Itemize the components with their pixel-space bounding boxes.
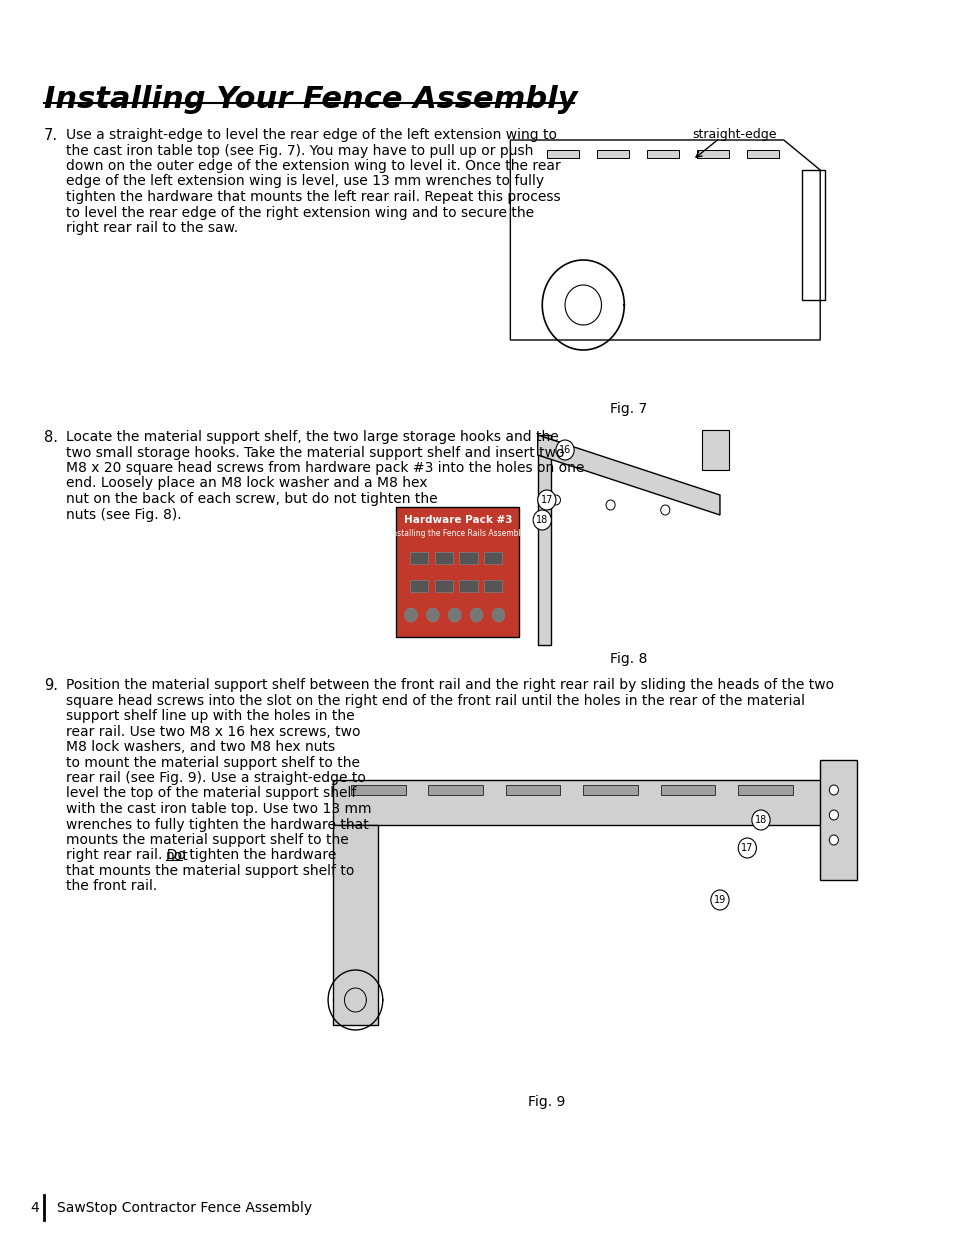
Text: M8 lock washers, and two M8 hex nuts: M8 lock washers, and two M8 hex nuts [66,740,335,755]
Text: Position the material support shelf between the front rail and the right rear ra: Position the material support shelf betw… [66,678,833,692]
Text: edge of the left extension wing is level, use 13 mm wrenches to fully: edge of the left extension wing is level… [66,174,543,189]
Circle shape [404,608,417,622]
Text: the front rail.: the front rail. [66,879,156,893]
Text: level the top of the material support shelf: level the top of the material support sh… [66,787,355,800]
Bar [435,580,453,592]
Bar [546,149,578,158]
Text: the cast iron table top (see Fig. 7). You may have to pull up or push: the cast iron table top (see Fig. 7). Yo… [66,143,533,158]
Bar [458,580,477,592]
Circle shape [605,500,615,510]
Circle shape [556,440,574,459]
Text: that mounts the material support shelf to: that mounts the material support shelf t… [66,864,354,878]
Bar [701,430,728,471]
Text: to level the rear edge of the right extension wing and to secure the: to level the rear edge of the right exte… [66,205,533,220]
Bar [820,760,856,881]
Circle shape [828,785,838,795]
Text: mounts the material support shelf to the: mounts the material support shelf to the [66,832,348,847]
Text: Installing Your Fence Assembly: Installing Your Fence Assembly [44,85,577,114]
Text: rear rail. Use two M8 x 16 hex screws, two: rear rail. Use two M8 x 16 hex screws, t… [66,725,359,739]
Text: 16: 16 [558,445,571,454]
Bar [333,781,838,825]
Text: not: not [166,848,189,862]
Bar [597,149,628,158]
Text: 8.: 8. [44,430,58,445]
Bar [738,785,792,795]
Text: straight-edge: straight-edge [692,128,777,141]
Text: nut on the back of each screw, but do not tighten the: nut on the back of each screw, but do no… [66,492,436,506]
Text: right rear rail. Do: right rear rail. Do [66,848,190,862]
Bar [351,785,405,795]
Circle shape [660,505,669,515]
Bar [396,508,519,637]
Text: down on the outer edge of the extension wing to level it. Once the rear: down on the outer edge of the extension … [66,159,559,173]
Circle shape [828,810,838,820]
Text: Fig. 9: Fig. 9 [528,1095,565,1109]
Bar [801,170,824,300]
Text: M8 x 20 square head screws from hardware pack #3 into the holes on one: M8 x 20 square head screws from hardware… [66,461,583,475]
Circle shape [470,608,482,622]
Text: with the cast iron table top. Use two 13 mm: with the cast iron table top. Use two 13… [66,802,371,816]
Text: end. Loosely place an M8 lock washer and a M8 hex: end. Loosely place an M8 lock washer and… [66,477,427,490]
Text: nuts (see Fig. 8).: nuts (see Fig. 8). [66,508,181,521]
Bar [505,785,560,795]
Text: 7.: 7. [44,128,58,143]
Text: right rear rail to the saw.: right rear rail to the saw. [66,221,237,235]
Text: Use a straight-edge to level the rear edge of the left extension wing to: Use a straight-edge to level the rear ed… [66,128,556,142]
Bar [333,825,377,1025]
Text: 18: 18 [754,815,766,825]
Bar [428,785,482,795]
Bar [458,552,477,564]
Text: 18: 18 [536,515,548,525]
Bar [646,149,679,158]
Bar [537,435,551,645]
Text: Installing the Fence Rails Assembly: Installing the Fence Rails Assembly [390,529,525,538]
Bar [483,552,501,564]
Text: 19: 19 [713,895,725,905]
Polygon shape [537,435,720,515]
Circle shape [448,608,460,622]
Text: 9.: 9. [44,678,58,693]
Text: support shelf line up with the holes in the: support shelf line up with the holes in … [66,709,354,722]
Circle shape [533,510,551,530]
Text: to mount the material support shelf to the: to mount the material support shelf to t… [66,756,359,769]
Circle shape [738,839,756,858]
Bar [660,785,715,795]
Circle shape [426,608,438,622]
Text: rear rail (see Fig. 9). Use a straight-edge to: rear rail (see Fig. 9). Use a straight-e… [66,771,365,785]
Bar [483,580,501,592]
Bar [746,149,779,158]
Text: tighten the hardware that mounts the left rear rail. Repeat this process: tighten the hardware that mounts the lef… [66,190,559,204]
Text: SawStop Contractor Fence Assembly: SawStop Contractor Fence Assembly [57,1200,313,1215]
Circle shape [751,810,769,830]
Circle shape [492,608,504,622]
Text: square head screws into the slot on the right end of the front rail until the ho: square head screws into the slot on the … [66,694,803,708]
Text: 4: 4 [30,1200,39,1215]
Bar [582,785,638,795]
Circle shape [537,490,556,510]
Bar [410,552,428,564]
Text: 17: 17 [540,495,553,505]
Circle shape [828,835,838,845]
Bar [410,580,428,592]
Bar [697,149,728,158]
Text: tighten the hardware: tighten the hardware [185,848,336,862]
Text: wrenches to fully tighten the hardware that: wrenches to fully tighten the hardware t… [66,818,368,831]
Circle shape [551,495,560,505]
Text: Fig. 7: Fig. 7 [610,403,647,416]
Text: Fig. 8: Fig. 8 [610,652,647,666]
Text: Locate the material support shelf, the two large storage hooks and the: Locate the material support shelf, the t… [66,430,558,445]
Circle shape [710,890,728,910]
Bar [435,552,453,564]
Text: Hardware Pack #3: Hardware Pack #3 [403,515,512,525]
Text: two small storage hooks. Take the material support shelf and insert two: two small storage hooks. Take the materi… [66,446,563,459]
Text: 17: 17 [740,844,753,853]
